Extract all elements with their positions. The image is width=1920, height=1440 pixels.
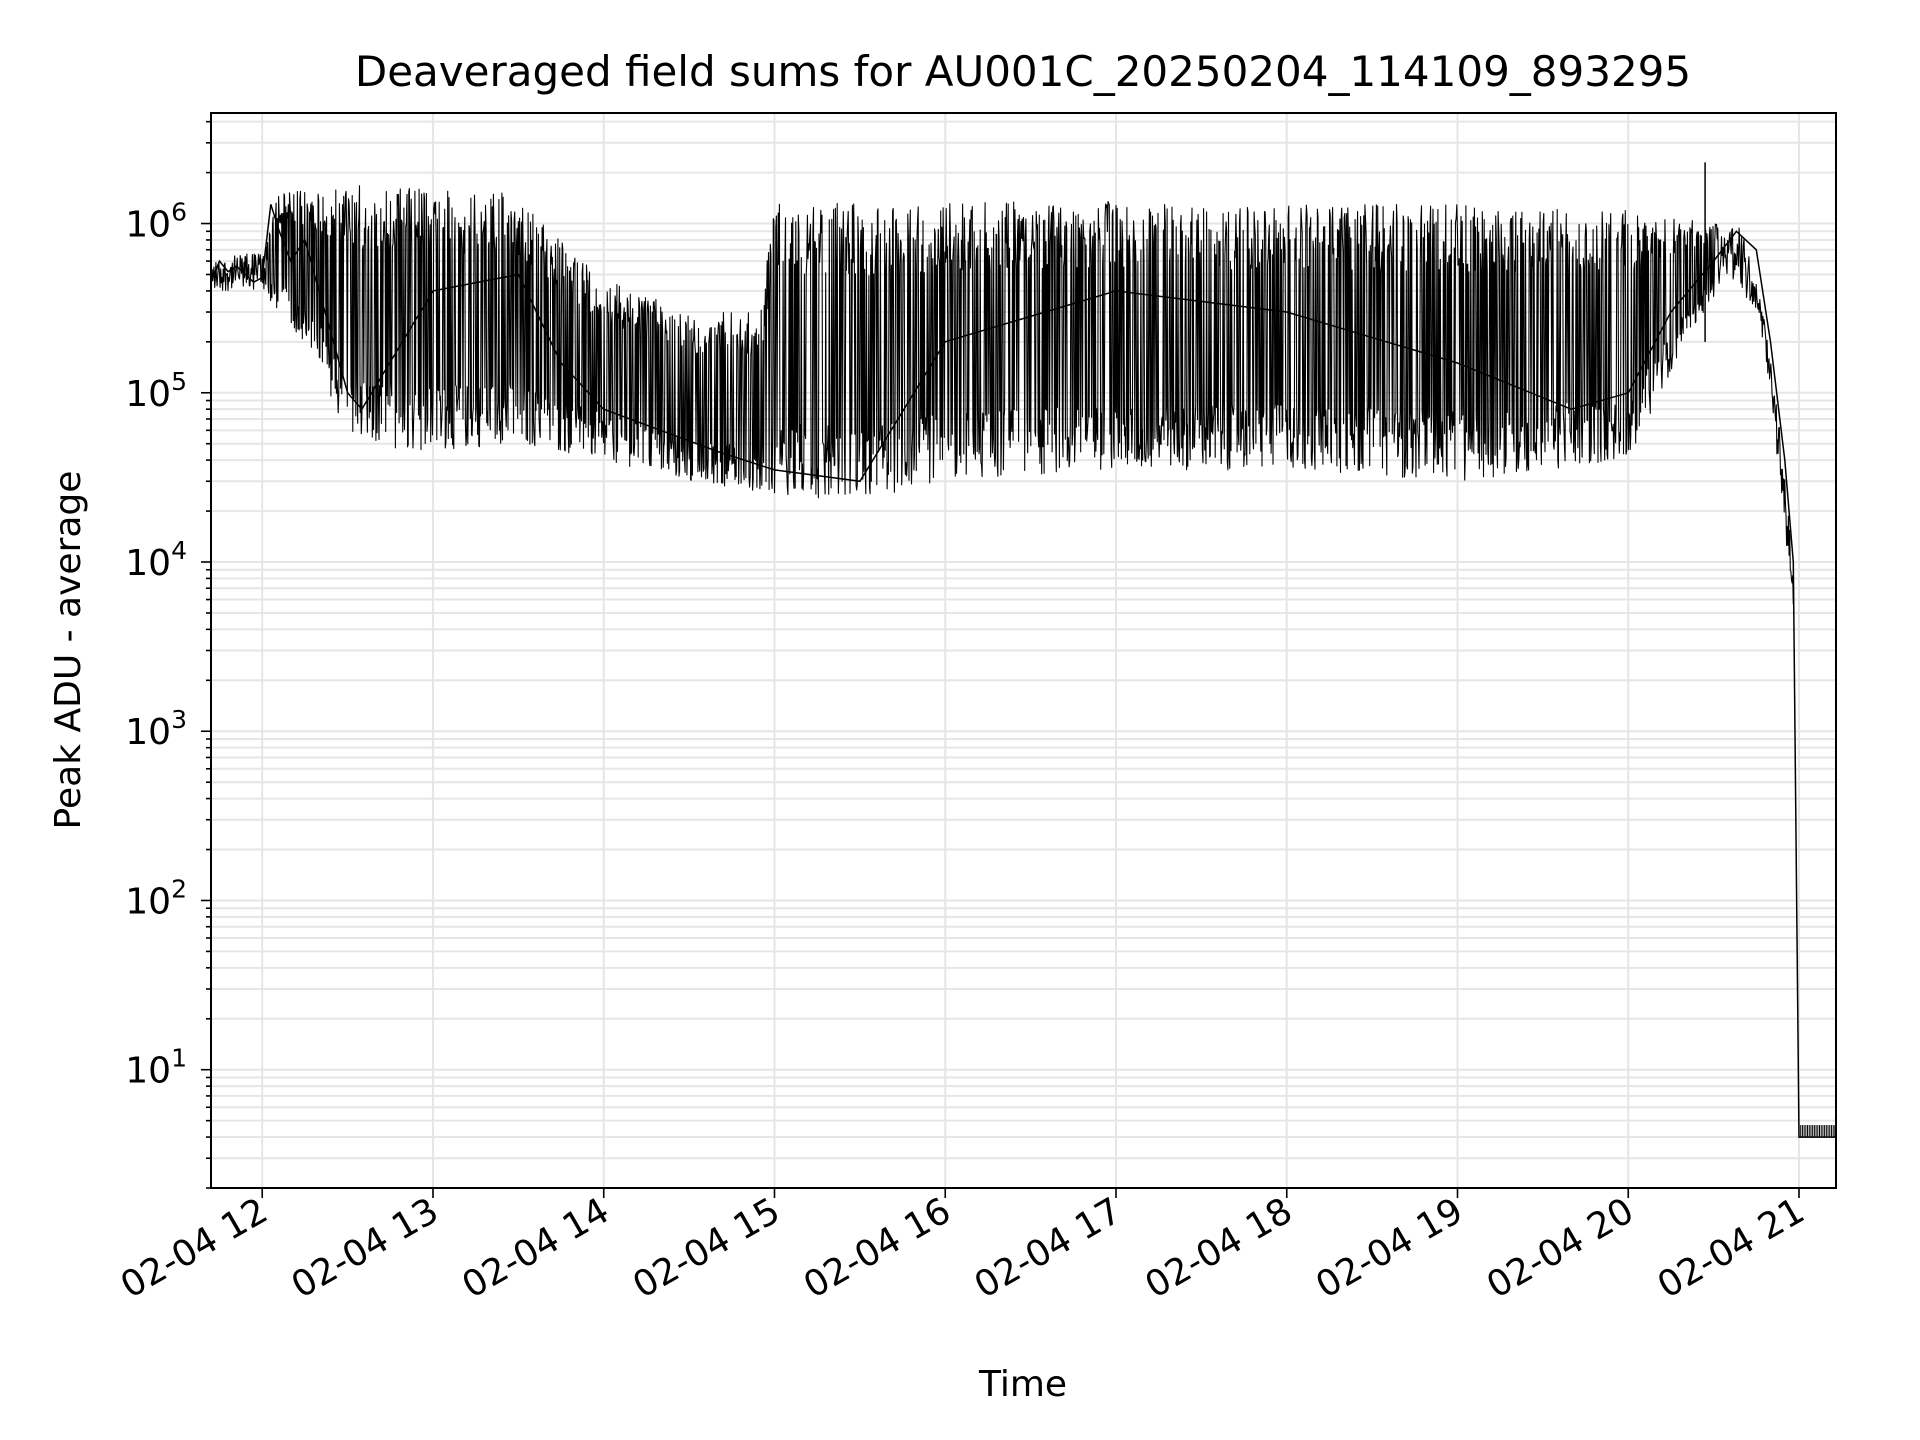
y-tick-label: 103	[125, 705, 187, 753]
y-axis: 101 102 103 104 105 106	[125, 120, 211, 1189]
chart-title: Deaveraged field sums for AU001C_2025020…	[355, 47, 1691, 96]
y-tick-label: 106	[125, 198, 187, 246]
x-axis-label: Time	[978, 1364, 1067, 1405]
series-noise-trace	[210, 185, 1794, 605]
y-tick-label: 105	[125, 367, 187, 415]
series-line	[210, 204, 1836, 1138]
y-axis-label: Peak ADU - average	[48, 471, 89, 830]
data-layer	[210, 162, 1836, 1138]
y-tick-label: 104	[125, 536, 187, 584]
y-tick-label: 102	[125, 874, 187, 922]
y-tick-label: 101	[125, 1044, 187, 1092]
